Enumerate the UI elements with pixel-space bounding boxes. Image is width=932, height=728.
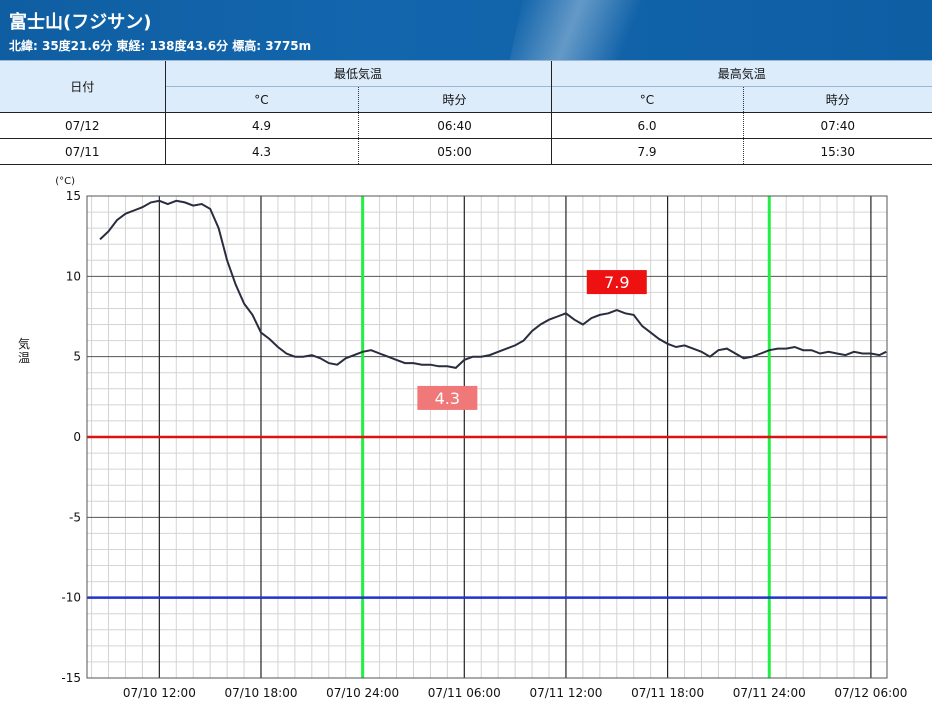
y-tick-label: 0 <box>73 430 81 444</box>
date-column-header: 日付 <box>0 60 165 113</box>
y-tick-label: 10 <box>66 269 81 283</box>
row-date: 07/11 <box>0 138 165 165</box>
table-row: 07/12 4.9 06:40 6.0 07:40 <box>0 112 932 139</box>
max-time-header: 時分 <box>742 86 932 113</box>
x-tick-label: 07/11 06:00 <box>428 686 501 700</box>
row-max-temp: 7.9 <box>550 138 743 165</box>
table-header-row: 日付 最低気温 最高気温 <box>0 60 932 113</box>
y-tick-label: 15 <box>66 189 81 203</box>
station-coordinates: 北緯: 35度21.6分 東経: 138度43.6分 標高: 3775m <box>9 39 312 53</box>
min-temp-header: 最低気温 <box>164 60 551 87</box>
x-tick-label: 07/10 18:00 <box>225 686 298 700</box>
row-min-temp: 4.3 <box>164 138 358 165</box>
row-max-time: 15:30 <box>742 138 932 165</box>
max-temp-header: 最高気温 <box>550 60 932 87</box>
data-annotation-label: 7.9 <box>604 273 629 292</box>
data-annotation-box <box>417 385 478 410</box>
data-annotation-label: 4.3 <box>435 389 460 408</box>
y-tick-label: 5 <box>73 350 81 364</box>
x-tick-label: 07/11 12:00 <box>529 686 602 700</box>
x-tick-label: 07/10 24:00 <box>326 686 399 700</box>
min-unit-header: °C <box>164 86 358 113</box>
data-annotation-box <box>586 270 647 295</box>
plot-frame <box>86 195 888 679</box>
max-unit-header: °C <box>550 86 743 113</box>
y-unit-label: (°C) <box>55 176 75 187</box>
y-axis-label: 気 <box>18 336 30 351</box>
temperature-series-line <box>99 199 887 369</box>
row-max-time: 07:40 <box>742 112 932 139</box>
y-tick-label: -15 <box>61 671 81 685</box>
min-time-header: 時分 <box>357 86 551 113</box>
table-row: 07/11 4.3 05:00 7.9 15:30 <box>0 138 932 165</box>
x-tick-label: 07/12 06:00 <box>834 686 907 700</box>
temperature-chart: 15 10 5 0 -5 -10 -15 (°C) 気温 07/10 12:00 07/10 18:… <box>0 168 932 724</box>
temperature-chart-svg: 15 10 5 0 -5 -10 -15 (°C) 気温 07/10 12:00 07/10 18:… <box>18 176 907 700</box>
y-tick-label: -10 <box>61 591 81 605</box>
row-max-temp: 6.0 <box>550 112 743 139</box>
table-subheader-row: °C 時分 °C 時分 <box>0 86 932 113</box>
row-min-temp: 4.9 <box>164 112 358 139</box>
row-min-time: 05:00 <box>357 138 551 165</box>
x-tick-label: 07/10 12:00 <box>123 686 196 700</box>
station-name: 富士山(フジサン) <box>9 12 152 33</box>
y-axis-label: 温 <box>18 351 30 365</box>
station-header: 富士山(フジサン) 北緯: 35度21.6分 東経: 138度43.6分 標高:… <box>0 0 932 60</box>
temperature-summary-table: 日付 最低気温 最高気温 °C 時分 °C 時分 07/12 4.9 06:40… <box>0 60 932 165</box>
x-tick-label: 07/11 24:00 <box>733 686 806 700</box>
row-min-time: 06:40 <box>357 112 551 139</box>
row-date: 07/12 <box>0 112 165 139</box>
x-tick-label: 07/11 18:00 <box>631 686 704 700</box>
y-tick-label: -5 <box>69 510 81 524</box>
